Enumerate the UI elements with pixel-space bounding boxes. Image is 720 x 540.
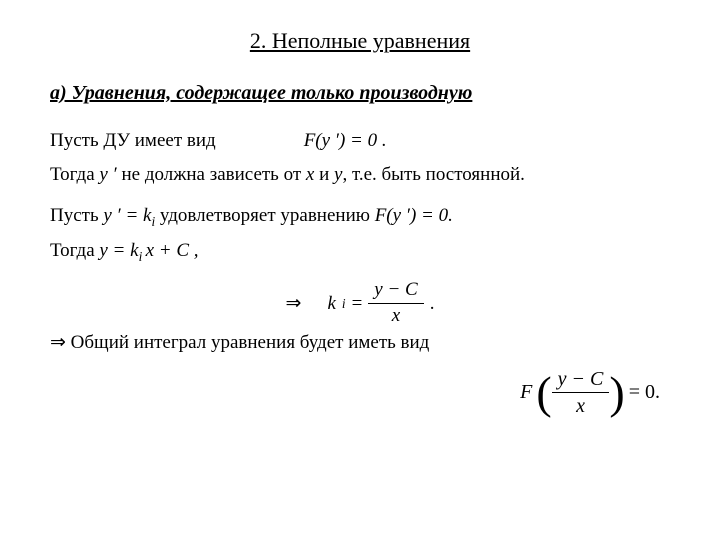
p2-prefix: Тогда <box>50 164 99 185</box>
p2-yprime: y ′ <box>99 164 116 185</box>
p4-eq-rest: x + C , <box>146 240 199 261</box>
fr-paren-group: ( y − C x ) <box>536 368 624 417</box>
fr-fraction: y − C x <box>552 368 610 417</box>
p2-and: и <box>314 164 334 185</box>
p2-tail: , т.е. быть постоянной. <box>342 164 524 185</box>
subsection-title: а) Уравнения, содержащее только производ… <box>50 82 670 105</box>
p3-arg: (y ′) = 0. <box>386 205 453 226</box>
formula-center: ⇒ ki = y − C x . <box>50 280 670 327</box>
formula-right: F ( y − C x ) = 0. <box>520 368 660 417</box>
p4-prefix: Тогда <box>50 240 99 261</box>
fc-fraction: y − C x <box>368 280 423 327</box>
fr-den: x <box>552 393 610 417</box>
p3-prefix: Пусть <box>50 205 103 226</box>
p2-rest: не должна зависеть от <box>117 164 306 185</box>
paragraph-4: Тогда y = ki x + C , <box>50 237 670 266</box>
p3-mid: удовлетворяет уравнению <box>155 205 375 226</box>
section-title: 2. Неполные уравнения <box>50 28 670 54</box>
fc-k: k <box>327 293 335 315</box>
conclusion-text: Общий интеграл уравнения будет иметь вид <box>66 332 429 353</box>
arrow-icon: ⇒ <box>286 292 302 315</box>
fr-F: F <box>520 381 532 404</box>
paragraph-block-2: Пусть y ′ = k i удовлетворяет уравнению F… <box>50 202 670 266</box>
p1-arg: (y ′) = 0 . <box>315 130 386 151</box>
fc-equals: = <box>352 293 363 315</box>
conclusion-arrow-icon: ⇒ <box>50 332 66 353</box>
p3-F: F <box>375 205 387 226</box>
p1-prefix: Пусть ДУ имеет вид <box>50 130 216 151</box>
fc-den: x <box>368 304 423 327</box>
p3-lhs: y ′ = k <box>103 205 151 226</box>
fc-dot: . <box>430 293 435 315</box>
fr-num: y − C <box>552 368 610 393</box>
paragraph-2: Тогда y ′ не должна зависеть от x и y, т… <box>50 161 670 189</box>
paragraph-1: Пусть ДУ имеет вид F(y ′) = 0 . <box>50 127 670 155</box>
paren-right-icon: ) <box>609 373 624 412</box>
conclusion-line: ⇒ Общий интеграл уравнения будет иметь в… <box>50 331 670 354</box>
fc-num: y − C <box>368 280 423 304</box>
p4-sub-i: i <box>139 249 146 264</box>
paragraph-3: Пусть y ′ = ki удовлетворяет уравнению F… <box>50 202 670 231</box>
p4-eq-y: y = k <box>99 240 138 261</box>
p1-F: F <box>304 130 316 151</box>
fr-tail: = 0. <box>629 381 660 404</box>
paren-left-icon: ( <box>536 373 551 412</box>
fc-sub-i: i <box>342 296 346 312</box>
paragraph-block-1: Пусть ДУ имеет вид F(y ′) = 0 . Тогда y ′… <box>50 127 670 188</box>
